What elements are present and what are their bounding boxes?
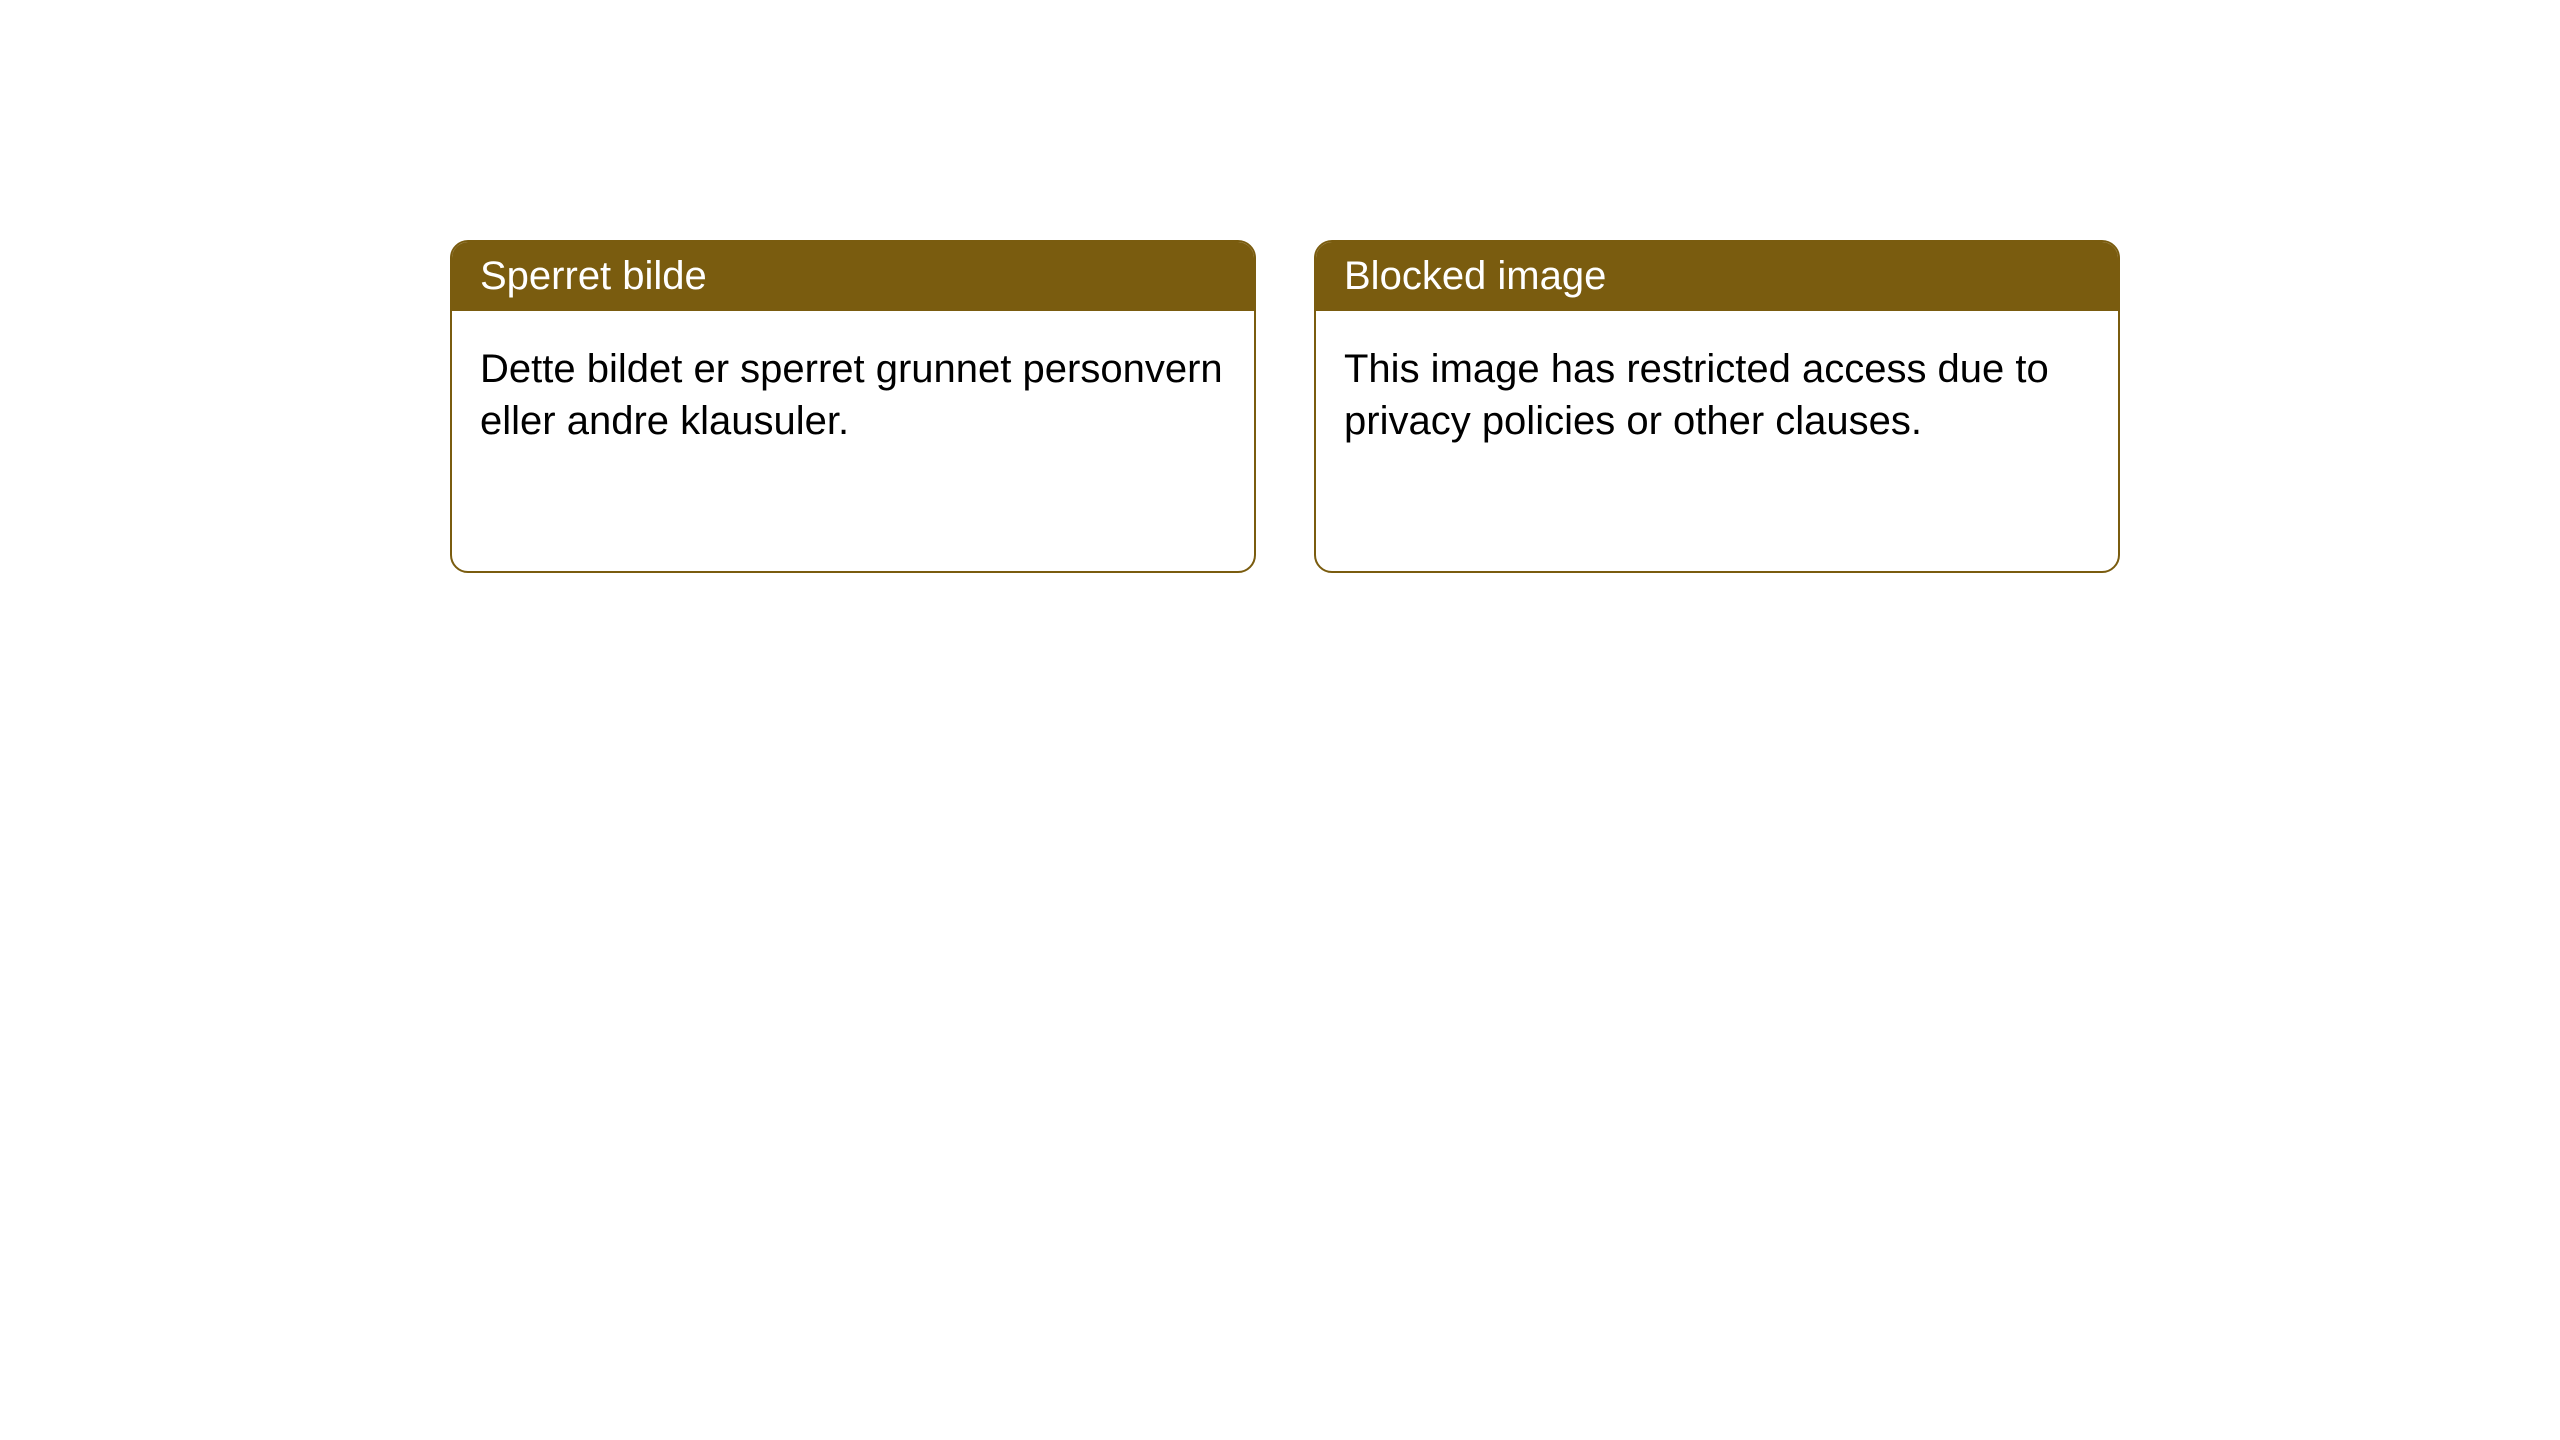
notice-container: Sperret bilde Dette bildet er sperret gr… (0, 0, 2560, 573)
card-body-text: This image has restricted access due to … (1344, 347, 2049, 443)
card-header: Blocked image (1316, 242, 2118, 311)
card-header: Sperret bilde (452, 242, 1254, 311)
card-title: Sperret bilde (480, 254, 707, 298)
notice-card-english: Blocked image This image has restricted … (1314, 240, 2120, 573)
card-body: This image has restricted access due to … (1316, 311, 2118, 479)
card-title: Blocked image (1344, 254, 1606, 298)
notice-card-norwegian: Sperret bilde Dette bildet er sperret gr… (450, 240, 1256, 573)
card-body-text: Dette bildet er sperret grunnet personve… (480, 347, 1223, 443)
card-body: Dette bildet er sperret grunnet personve… (452, 311, 1254, 479)
